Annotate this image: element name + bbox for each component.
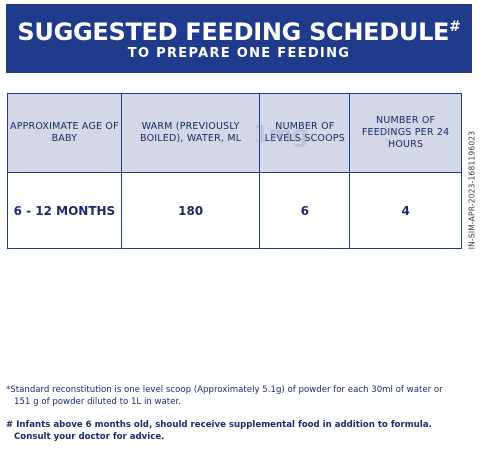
feeding-schedule-table: APPROXIMATE AGE OF BABY WARM (PREVIOUSLY… (7, 93, 462, 249)
table-header-row: APPROXIMATE AGE OF BABY WARM (PREVIOUSLY… (7, 93, 462, 173)
header-feedings: NUMBER OF FEEDINGS PER 24 HOURS (349, 93, 462, 173)
table-row: 6 - 12 MONTHS 180 6 4 (7, 172, 462, 249)
schedule-header: SUGGESTED FEEDING SCHEDULE# TO PREPARE O… (6, 4, 472, 73)
header-water: WARM (PREVIOUSLY BOILED), WATER, ML (120, 93, 261, 173)
watermark: 1mg (253, 122, 308, 148)
header-age: APPROXIMATE AGE OF BABY (7, 93, 122, 173)
footnote-infants: # Infants above 6 months old, should rec… (6, 420, 432, 442)
cell-feedings: 4 (349, 172, 462, 249)
page-title: SUGGESTED FEEDING SCHEDULE# (6, 12, 472, 47)
footnotes: *Standard reconstitution is one level sc… (6, 384, 446, 443)
side-reference-code: IN-SIM-APR-2023-1681196023 (467, 130, 477, 250)
title-footnote-mark: # (449, 19, 461, 35)
page-subtitle: TO PREPARE ONE FEEDING (127, 46, 351, 61)
cell-age: 6 - 12 MONTHS (7, 172, 122, 249)
title-text: SUGGESTED FEEDING SCHEDULE (17, 18, 450, 46)
header-scoops: NUMBER OF LEVELS SCOOPS (259, 93, 351, 173)
cell-water: 180 (120, 172, 261, 249)
cell-scoops: 6 (259, 172, 351, 249)
footnote-standard-reconstitution: *Standard reconstitution is one level sc… (6, 385, 443, 407)
